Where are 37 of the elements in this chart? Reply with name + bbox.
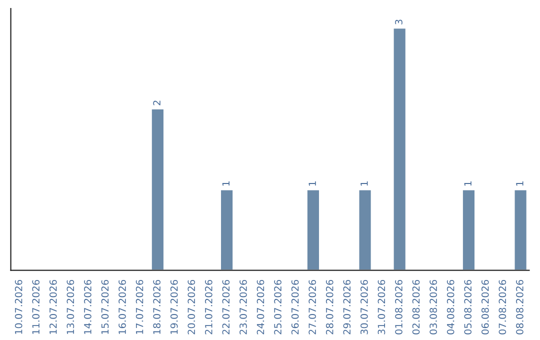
x-tick-label: 12.07.2026 bbox=[49, 280, 57, 334]
x-tick-label: 31.07.2026 bbox=[378, 280, 386, 334]
x-tick-label: 19.07.2026 bbox=[170, 280, 178, 334]
data-label: 1 bbox=[308, 181, 316, 186]
data-label: 1 bbox=[360, 181, 368, 186]
data-label: 1 bbox=[516, 181, 524, 186]
x-tick-label: 29.07.2026 bbox=[343, 280, 351, 334]
x-tick-label: 02.08.2026 bbox=[412, 280, 420, 334]
x-tick-label: 01.08.2026 bbox=[395, 280, 402, 334]
data-label: 1 bbox=[222, 181, 230, 186]
data-label: 2 bbox=[153, 100, 160, 106]
x-tick-label: 26.07.2026 bbox=[291, 280, 299, 334]
x-tick-label: 04.08.2026 bbox=[446, 280, 454, 334]
x-tick-label: 24.07.2026 bbox=[256, 280, 264, 334]
x-tick-label: 03.08.2026 bbox=[430, 280, 437, 334]
x-tick-label: 20.07.2026 bbox=[188, 280, 196, 334]
x-tick-label: 27.07.2026 bbox=[308, 280, 316, 334]
x-tick-label: 06.08.2026 bbox=[481, 280, 489, 334]
x-tick-label: 11.07.2026 bbox=[32, 280, 40, 334]
x-tick-label: 23.07.2026 bbox=[240, 280, 247, 334]
data-label: 1 bbox=[464, 181, 472, 186]
x-tick-label: 05.08.2026 bbox=[464, 280, 472, 334]
x-tick-label: 25.07.2026 bbox=[274, 280, 282, 334]
x-tick-label: 10.07.2026 bbox=[14, 280, 22, 334]
x-tick-label: 13.07.2026 bbox=[66, 280, 74, 334]
x-tick-label: 14.07.2026 bbox=[84, 280, 92, 334]
x-tick-label: 28.07.2026 bbox=[326, 280, 334, 334]
x-tick-label: 07.08.2026 bbox=[498, 280, 506, 334]
x-tick-label: 17.07.2026 bbox=[136, 280, 144, 334]
x-tick-label: 30.07.2026 bbox=[360, 280, 368, 334]
data-label: 3 bbox=[395, 20, 402, 24]
x-tick-label: 18.07.2026 bbox=[153, 280, 160, 334]
x-tick-label: 22.07.2026 bbox=[222, 280, 230, 334]
x-tick-label: 21.07.2026 bbox=[204, 280, 212, 334]
x-tick-label: 16.07.2026 bbox=[118, 280, 126, 334]
x-tick-label: 08.08.2026 bbox=[516, 280, 524, 334]
x-tick-label: 15.07.2026 bbox=[101, 280, 109, 334]
